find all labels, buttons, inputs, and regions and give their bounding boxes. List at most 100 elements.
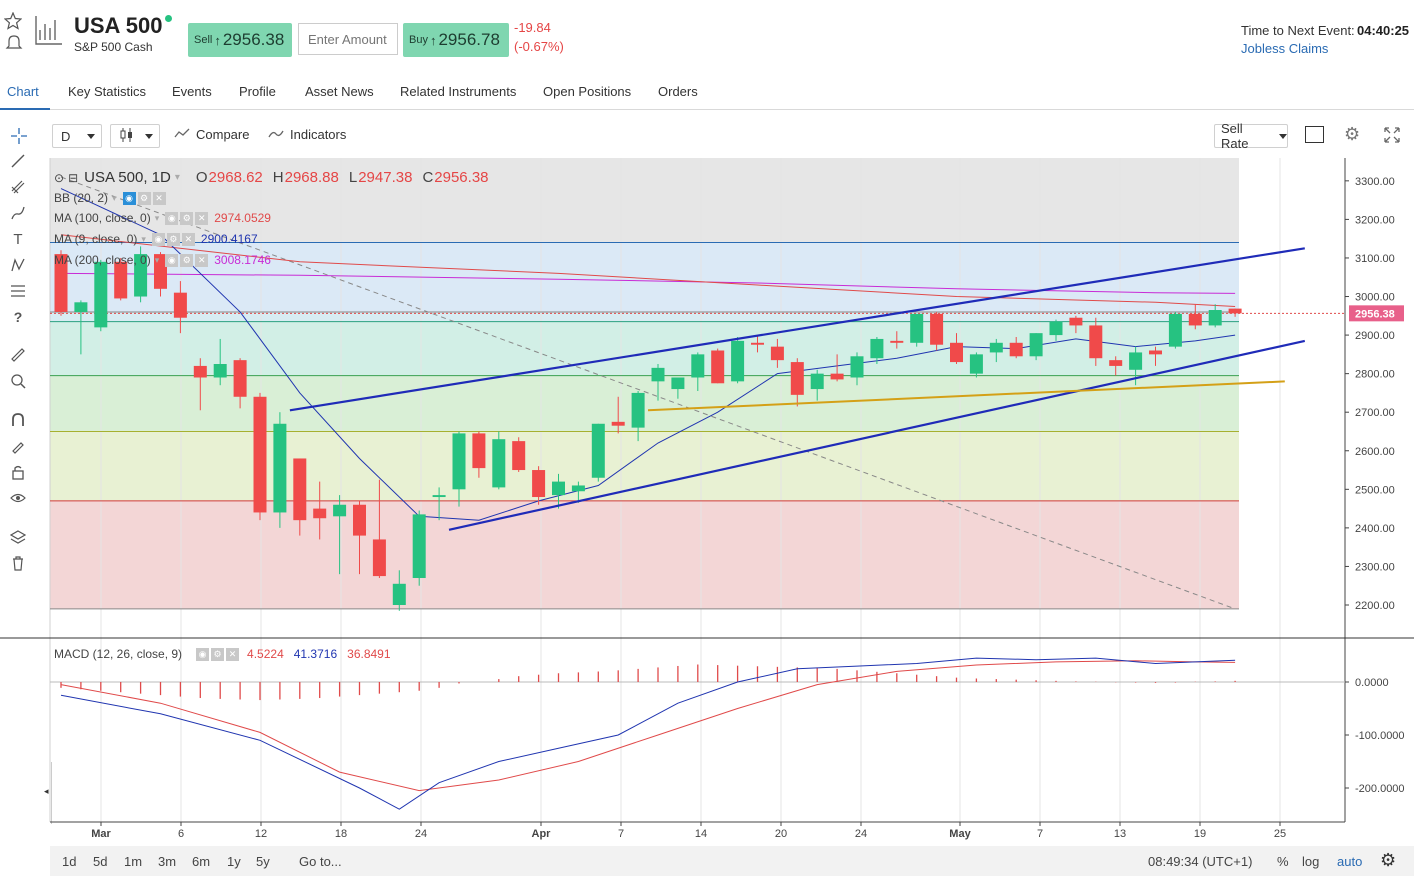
trash-icon[interactable] (9, 554, 27, 572)
tab-chart[interactable]: Chart (7, 84, 39, 99)
indicators-button[interactable]: Indicators (268, 127, 346, 142)
visibility-icon[interactable]: ◉ (122, 191, 136, 205)
candle-body (253, 396, 267, 513)
candle-body (512, 441, 526, 471)
price-tick-label: 2500.00 (1355, 484, 1395, 496)
tab-profile[interactable]: Profile (239, 84, 276, 99)
close-icon[interactable]: ✕ (152, 191, 166, 205)
percent-toggle[interactable]: % (1277, 854, 1289, 869)
auto-toggle[interactable]: auto (1337, 854, 1363, 869)
collapse-icon[interactable]: ⊙ (54, 170, 65, 185)
candle (114, 257, 128, 301)
fibonacci-icon[interactable] (9, 282, 27, 300)
range-1m[interactable]: 1m (124, 854, 143, 869)
date-tick-label: 25 (1274, 828, 1286, 840)
star-icon[interactable] (3, 11, 23, 30)
range-5d[interactable]: 5d (93, 854, 108, 869)
range-1y[interactable]: 1y (227, 854, 241, 869)
date-tick-label: 24 (415, 828, 427, 840)
text-tool-icon[interactable]: T (13, 230, 23, 248)
minimize-icon[interactable]: ⊟ (68, 170, 79, 185)
goto-date-button[interactable]: Go to... (299, 854, 342, 869)
compare-button[interactable]: Compare (174, 127, 249, 142)
trend-line-icon[interactable] (9, 152, 27, 170)
close-icon[interactable]: ✕ (181, 232, 195, 246)
expand-icon[interactable] (1384, 127, 1400, 143)
tab-related-instruments[interactable]: Related Instruments (400, 84, 517, 99)
range-5y[interactable]: 5y (256, 854, 270, 869)
tab-key-statistics[interactable]: Key Statistics (68, 84, 147, 99)
candle-body (691, 354, 705, 378)
gear-icon[interactable]: ⚙ (166, 232, 180, 246)
candle-body (969, 354, 983, 374)
macd-tick-label: -100.0000 (1355, 730, 1405, 742)
tab-asset-news[interactable]: Asset News (305, 84, 374, 99)
clock-time[interactable]: 08:49:34 (UTC+1) (1148, 854, 1253, 869)
visibility-icon[interactable]: ◉ (196, 647, 210, 661)
chart-type-select[interactable] (110, 124, 160, 148)
range-3m[interactable]: 3m (158, 854, 177, 869)
log-toggle[interactable]: log (1302, 854, 1320, 869)
help-icon[interactable]: ? (13, 309, 23, 325)
collapse-panel-icon[interactable]: ◂ (44, 762, 52, 824)
range-6m[interactable]: 6m (192, 854, 211, 869)
lock-icon[interactable] (9, 463, 27, 481)
candle (552, 473, 565, 509)
ma100-value: 2974.0529 (214, 211, 271, 225)
tab-events[interactable]: Events (172, 84, 212, 99)
fib-band (50, 242, 1239, 312)
range-1d[interactable]: 1d (62, 854, 77, 869)
visibility-icon[interactable]: ◉ (165, 253, 179, 267)
tab-orders[interactable]: Orders (658, 84, 698, 99)
amount-input[interactable] (298, 23, 398, 55)
rate-select[interactable]: Sell Rate (1214, 121, 1288, 151)
candle (910, 313, 924, 347)
brush-icon[interactable] (9, 204, 27, 222)
candle (173, 281, 187, 334)
gear-icon[interactable]: ⚙ (180, 211, 194, 225)
last-price-tag (1349, 305, 1404, 322)
fullscreen-box-icon[interactable] (1305, 126, 1324, 143)
bell-icon[interactable] (5, 33, 23, 51)
close-icon[interactable]: ✕ (195, 253, 209, 267)
candle (1149, 346, 1162, 366)
zoom-icon[interactable] (9, 372, 27, 390)
eye-icon[interactable] (9, 489, 27, 507)
buy-button[interactable]: Buy ↑ 2956.78 (403, 23, 509, 57)
next-event-link[interactable]: Jobless Claims (1241, 41, 1329, 56)
candle-body (193, 365, 207, 378)
candle (770, 338, 784, 368)
close-icon[interactable]: ✕ (226, 647, 240, 661)
crosshair-icon[interactable] (10, 127, 28, 145)
sell-price: 2956.38 (222, 30, 285, 49)
candle-body (432, 495, 446, 498)
close-value: 2956.38 (434, 169, 489, 186)
interval-value: D (61, 128, 71, 144)
pattern-icon[interactable] (9, 256, 27, 274)
gear-icon[interactable]: ⚙ (211, 647, 225, 661)
ruler-icon[interactable] (9, 346, 27, 364)
gear-icon[interactable]: ⚙ (1380, 850, 1397, 870)
close-label: C (422, 169, 434, 186)
magnet-icon[interactable] (9, 411, 27, 429)
layers-icon[interactable] (9, 528, 27, 546)
gear-icon[interactable]: ⚙ (137, 191, 151, 205)
candle-body (392, 583, 406, 605)
visibility-icon[interactable]: ◉ (165, 211, 179, 225)
price-tick-label: 3000.00 (1355, 292, 1395, 304)
gear-icon[interactable]: ⚙ (180, 253, 194, 267)
candle-body (353, 504, 366, 536)
multi-line-icon[interactable] (9, 178, 27, 196)
legend-ma100: MA (100, close, 0) ▾ ◉ ⚙ ✕ 2974.0529 (54, 211, 271, 225)
lock-pencil-icon[interactable] (9, 437, 27, 455)
interval-select[interactable]: D (52, 124, 102, 148)
candle-body (989, 342, 1003, 353)
date-tick-label: 24 (855, 828, 867, 840)
candle (313, 481, 327, 540)
tab-open-positions[interactable]: Open Positions (543, 84, 632, 99)
gear-icon[interactable]: ⚙ (1344, 124, 1361, 144)
sell-button[interactable]: Sell ↑ 2956.38 (188, 23, 292, 57)
close-icon[interactable]: ✕ (195, 211, 209, 225)
visibility-icon[interactable]: ◉ (151, 232, 165, 246)
